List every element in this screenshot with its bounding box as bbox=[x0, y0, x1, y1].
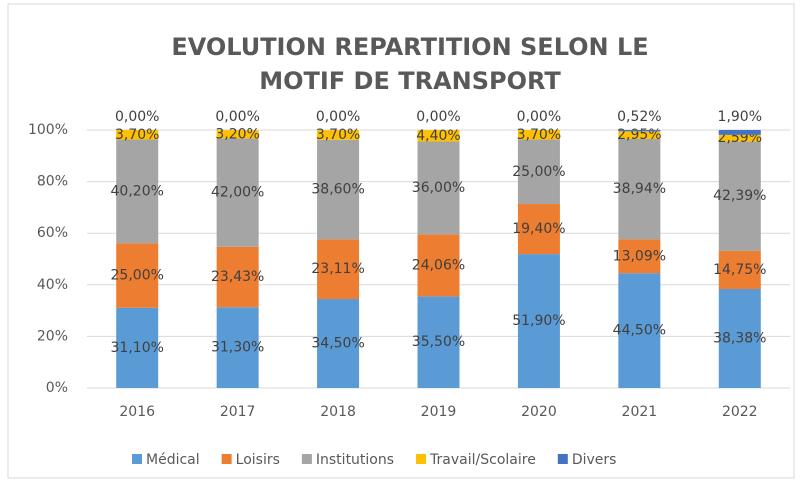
x-tick-label: 2018 bbox=[320, 404, 356, 420]
bar-segment bbox=[216, 138, 259, 247]
bar-segment bbox=[517, 130, 560, 140]
legend-label: Institutions bbox=[316, 452, 394, 468]
legend-swatch bbox=[221, 454, 232, 464]
y-tick-label: 0% bbox=[46, 380, 68, 396]
x-tick-label: 2017 bbox=[220, 404, 256, 420]
data-label: 38,94% bbox=[613, 181, 666, 197]
data-label: 13,09% bbox=[613, 248, 666, 264]
data-label: 51,90% bbox=[512, 313, 565, 329]
data-label: 3,70% bbox=[517, 127, 561, 143]
bar-segment bbox=[517, 139, 560, 205]
chart-title: MOTIF DE TRANSPORT bbox=[259, 67, 561, 95]
legend-label: Loisirs bbox=[236, 452, 280, 468]
bar-segment bbox=[417, 234, 460, 297]
x-tick-label: 2021 bbox=[622, 404, 658, 420]
data-label: 14,75% bbox=[713, 262, 766, 278]
data-label: 3,70% bbox=[316, 127, 360, 143]
data-label: 40,20% bbox=[111, 183, 164, 199]
bar-segment bbox=[116, 130, 159, 140]
y-tick-label: 20% bbox=[37, 328, 68, 344]
data-label: 3,70% bbox=[115, 127, 159, 143]
bar-segment bbox=[718, 250, 761, 289]
bar-segment bbox=[216, 130, 259, 139]
x-tick-label: 2019 bbox=[421, 404, 457, 420]
data-label: 31,10% bbox=[111, 340, 164, 356]
legend-swatch bbox=[416, 454, 427, 464]
bar-segment bbox=[317, 239, 360, 299]
data-label: 24,06% bbox=[412, 257, 465, 273]
data-label: 44,50% bbox=[613, 323, 666, 339]
data-label: 38,60% bbox=[311, 182, 364, 198]
y-tick-label: 80% bbox=[37, 174, 68, 190]
legend-label: Travail/Scolaire bbox=[429, 452, 536, 468]
bar-segment bbox=[317, 139, 360, 240]
bar-segment bbox=[718, 129, 761, 135]
legend-swatch bbox=[557, 454, 568, 464]
bar-segment bbox=[718, 134, 761, 142]
y-tick-label: 40% bbox=[37, 277, 68, 293]
data-label: 42,39% bbox=[713, 188, 766, 204]
y-tick-label: 100% bbox=[28, 122, 68, 138]
chart-title: EVOLUTION REPARTITION SELON LE bbox=[171, 33, 648, 61]
x-tick-label: 2020 bbox=[521, 404, 557, 420]
data-label: 3,20% bbox=[215, 126, 259, 142]
data-label: 31,30% bbox=[211, 340, 264, 356]
bar-segment bbox=[618, 138, 661, 240]
data-label: 0,00% bbox=[215, 109, 259, 125]
bar-segment bbox=[517, 204, 560, 255]
data-label: 25,00% bbox=[111, 268, 164, 284]
bar-segment bbox=[317, 130, 360, 140]
bar-segment bbox=[718, 141, 761, 251]
data-label: 2,95% bbox=[617, 127, 661, 143]
data-label: 0,52% bbox=[617, 109, 661, 125]
data-label: 23,11% bbox=[311, 261, 364, 277]
bar-segment bbox=[718, 288, 761, 388]
data-label: 19,40% bbox=[512, 221, 565, 237]
data-label: 1,90% bbox=[718, 109, 762, 125]
legend-label: Médical bbox=[146, 452, 200, 468]
bar-segment bbox=[317, 298, 360, 388]
data-label: 34,50% bbox=[311, 335, 364, 351]
data-label: 25,00% bbox=[512, 164, 565, 180]
data-label: 23,43% bbox=[211, 269, 264, 285]
legend-swatch bbox=[132, 454, 142, 464]
bar-segment bbox=[618, 131, 661, 139]
bar-segment bbox=[216, 246, 259, 308]
x-tick-label: 2022 bbox=[722, 404, 758, 420]
data-label: 42,00% bbox=[211, 185, 264, 201]
bar-segment bbox=[618, 239, 661, 274]
bar-segment bbox=[618, 130, 661, 132]
x-tick-label: 2016 bbox=[119, 404, 155, 420]
bar-segment bbox=[618, 273, 661, 388]
bar-segment bbox=[116, 139, 159, 244]
bar-segment bbox=[116, 307, 159, 388]
bar-segment bbox=[216, 307, 259, 388]
bar-segment bbox=[116, 243, 159, 308]
data-label: 36,00% bbox=[412, 180, 465, 196]
legend-swatch bbox=[301, 454, 312, 464]
data-label: 0,00% bbox=[517, 109, 561, 125]
y-tick-label: 60% bbox=[37, 225, 68, 241]
data-label: 35,50% bbox=[412, 334, 465, 350]
bar-segment bbox=[417, 141, 460, 235]
data-label: 0,00% bbox=[115, 109, 159, 125]
data-label: 4,40% bbox=[416, 128, 460, 144]
data-label: 38,38% bbox=[713, 330, 766, 346]
bar-segment bbox=[517, 254, 560, 388]
data-label: 0,00% bbox=[416, 109, 460, 125]
legend-label: Divers bbox=[572, 452, 617, 468]
bar-segment bbox=[417, 296, 460, 388]
data-label: 0,00% bbox=[316, 109, 360, 125]
bar-segment bbox=[417, 130, 460, 142]
